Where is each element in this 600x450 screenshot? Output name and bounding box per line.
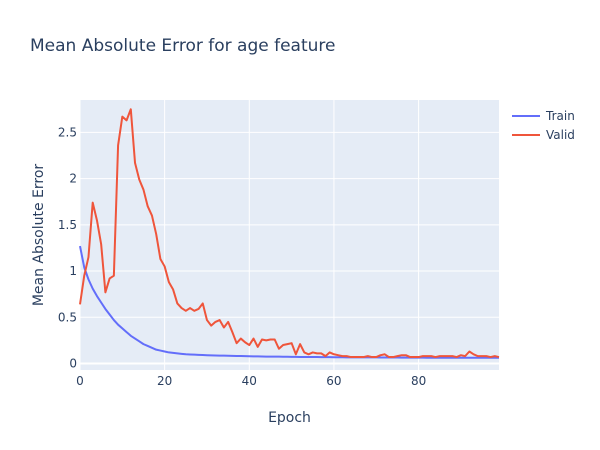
x-tick-label: 80 bbox=[411, 374, 426, 388]
legend[interactable]: Train Valid bbox=[512, 109, 575, 142]
y-tick-label: 0.5 bbox=[58, 310, 77, 324]
y-tick-label: 1.5 bbox=[58, 218, 77, 232]
y-tick-label: 2.5 bbox=[58, 125, 77, 139]
series-layer bbox=[79, 108, 500, 359]
legend-label: Train bbox=[545, 109, 575, 123]
y-axis-ticks: 0 0.5 1 1.5 2 2.5 bbox=[58, 125, 77, 370]
legend-item-train[interactable]: Train bbox=[512, 109, 575, 123]
y-axis-title: Mean Absolute Error bbox=[31, 164, 47, 307]
x-tick-label: 40 bbox=[242, 374, 257, 388]
legend-label: Valid bbox=[546, 128, 575, 142]
x-axis-title: Epoch bbox=[268, 410, 311, 426]
series-line-train bbox=[79, 245, 499, 359]
x-axis-ticks: 0 20 40 60 80 bbox=[76, 374, 426, 388]
gridlines bbox=[79, 100, 499, 370]
x-tick-label: 60 bbox=[326, 374, 341, 388]
chart-title: Mean Absolute Error for age feature bbox=[30, 36, 336, 56]
legend-item-valid[interactable]: Valid bbox=[512, 128, 575, 142]
y-tick-label: 1 bbox=[69, 264, 77, 278]
y-tick-label: 2 bbox=[69, 172, 77, 186]
x-tick-label: 0 bbox=[76, 374, 84, 388]
x-tick-label: 20 bbox=[157, 374, 172, 388]
series-line-valid bbox=[79, 108, 500, 359]
plot-area bbox=[80, 100, 499, 370]
y-tick-label: 0 bbox=[69, 357, 77, 371]
